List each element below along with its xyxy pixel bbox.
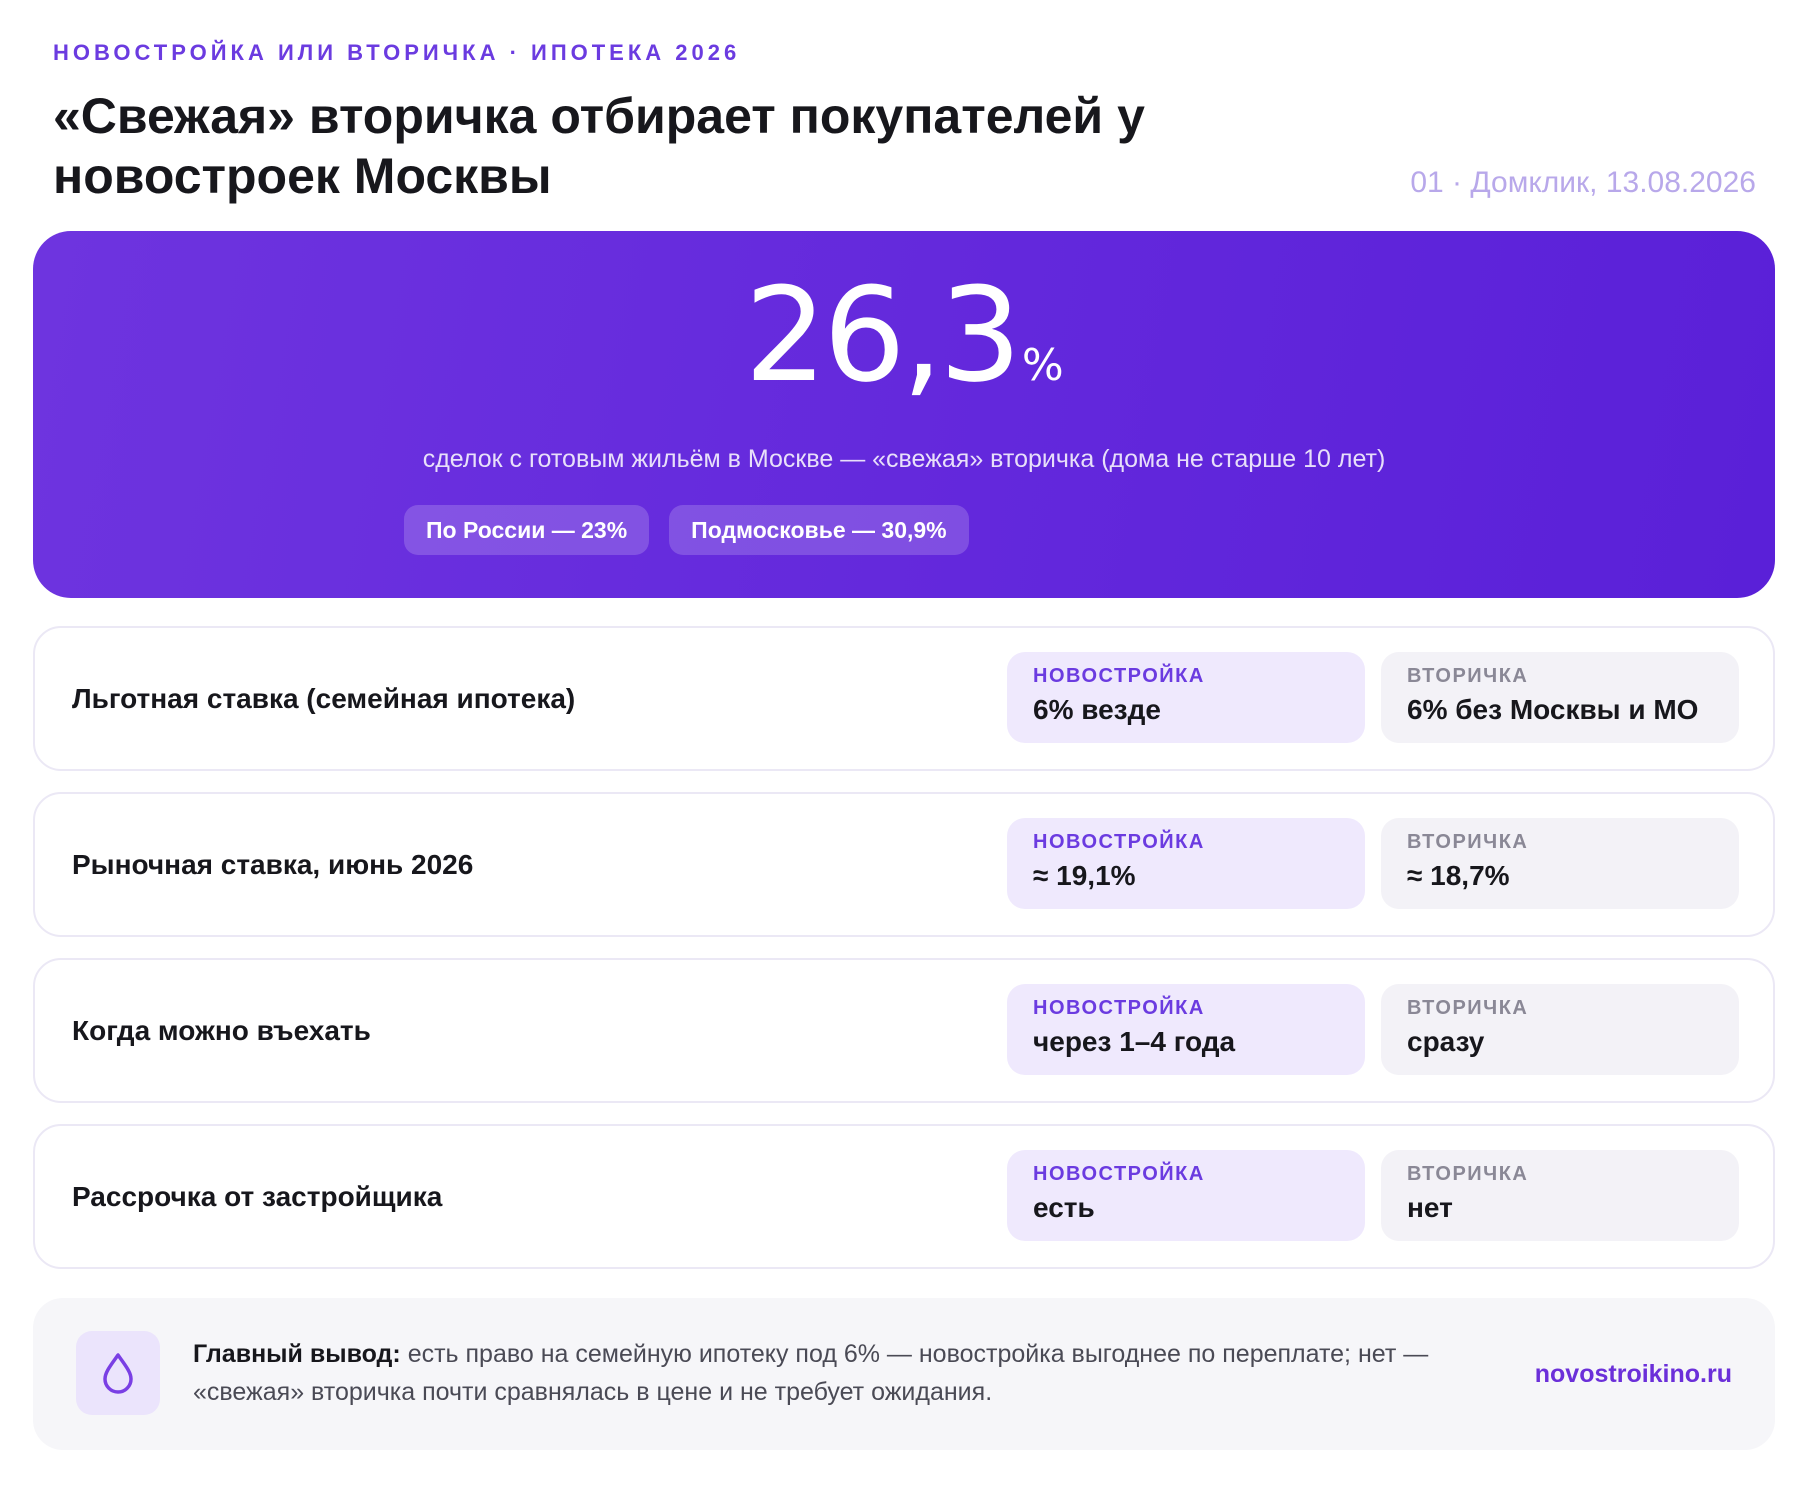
hero-card: 26,3% сделок с готовым жильём в Москве —… (33, 231, 1775, 598)
new-build-value: 6% везде (1033, 694, 1161, 725)
chip-moscow-region: Подмосковье — 30,9% (669, 505, 969, 555)
resale-heading: ВТОРИЧКА (1407, 997, 1529, 1019)
resale-value: сразу (1407, 1026, 1485, 1057)
summary-lead: Главный вывод: (193, 1340, 401, 1368)
resale-heading: ВТОРИЧКА (1407, 831, 1529, 853)
resale-heading: ВТОРИЧКА (1407, 665, 1529, 687)
comparison-row: Льготная ставка (семейная ипотека) НОВОС… (33, 626, 1775, 771)
page-title: «Свежая» вторичка отбирает покупателей у… (53, 88, 1145, 204)
comparison-row: Рыночная ставка, июнь 2026 НОВОСТРОЙКА ≈… (33, 792, 1775, 937)
row-label: Льготная ставка (семейная ипотека) (72, 682, 576, 714)
row-label: Когда можно въехать (72, 1014, 371, 1046)
hero-value: 26,3 (744, 259, 1021, 411)
drop-icon (76, 1331, 160, 1415)
new-build-cell: НОВОСТРОЙКА ≈ 19,1% (1007, 818, 1365, 909)
hero-stat: 26,3% (33, 265, 1775, 436)
resale-heading: ВТОРИЧКА (1407, 1163, 1529, 1185)
new-build-cell: НОВОСТРОЙКА есть (1007, 1150, 1365, 1241)
row-label: Рыночная ставка, июнь 2026 (72, 848, 474, 880)
new-build-heading: НОВОСТРОЙКА (1033, 997, 1205, 1019)
row-label: Рассрочка от застройщика (72, 1180, 443, 1212)
resale-cell: ВТОРИЧКА сразу (1381, 984, 1739, 1075)
new-build-heading: НОВОСТРОЙКА (1033, 1163, 1205, 1185)
new-build-value: через 1–4 года (1033, 1026, 1236, 1057)
hero-chips: По России — 23% Подмосковье — 30,9% (404, 505, 969, 555)
resale-cell: ВТОРИЧКА ≈ 18,7% (1381, 818, 1739, 909)
chip-russia: По России — 23% (404, 505, 650, 555)
hero-subtitle: сделок с готовым жильём в Москве — «свеж… (422, 445, 1386, 473)
comparison-row: Когда можно въехать НОВОСТРОЙКА через 1–… (33, 958, 1775, 1103)
resale-cell: ВТОРИЧКА нет (1381, 1150, 1739, 1241)
resale-value: нет (1407, 1192, 1453, 1223)
hero-unit: % (1021, 340, 1064, 391)
eyebrow: НОВОСТРОЙКА ИЛИ ВТОРИЧКА · ИПОТЕКА 2026 (53, 40, 741, 65)
resale-value: 6% без Москвы и МО (1407, 694, 1699, 725)
new-build-heading: НОВОСТРОЙКА (1033, 831, 1205, 853)
new-build-cell: НОВОСТРОЙКА 6% везде (1007, 652, 1365, 743)
new-build-cell: НОВОСТРОЙКА через 1–4 года (1007, 984, 1365, 1075)
resale-cell: ВТОРИЧКА 6% без Москвы и МО (1381, 652, 1739, 743)
site-link[interactable]: novostroikino.ru (1534, 1359, 1732, 1388)
source-note: 01 · Домклик, 13.08.2026 (1410, 166, 1756, 199)
new-build-heading: НОВОСТРОЙКА (1033, 665, 1205, 687)
summary-text: Главный вывод: есть право на семейную ип… (193, 1335, 1523, 1411)
summary-body: есть право на семейную ипотеку под 6% — … (193, 1340, 1429, 1406)
summary-card: Главный вывод: есть право на семейную ип… (33, 1298, 1775, 1450)
comparison-row: Рассрочка от застройщика НОВОСТРОЙКА ест… (33, 1124, 1775, 1269)
new-build-value: ≈ 19,1% (1033, 860, 1136, 891)
resale-value: ≈ 18,7% (1407, 860, 1510, 891)
new-build-value: есть (1033, 1192, 1095, 1223)
